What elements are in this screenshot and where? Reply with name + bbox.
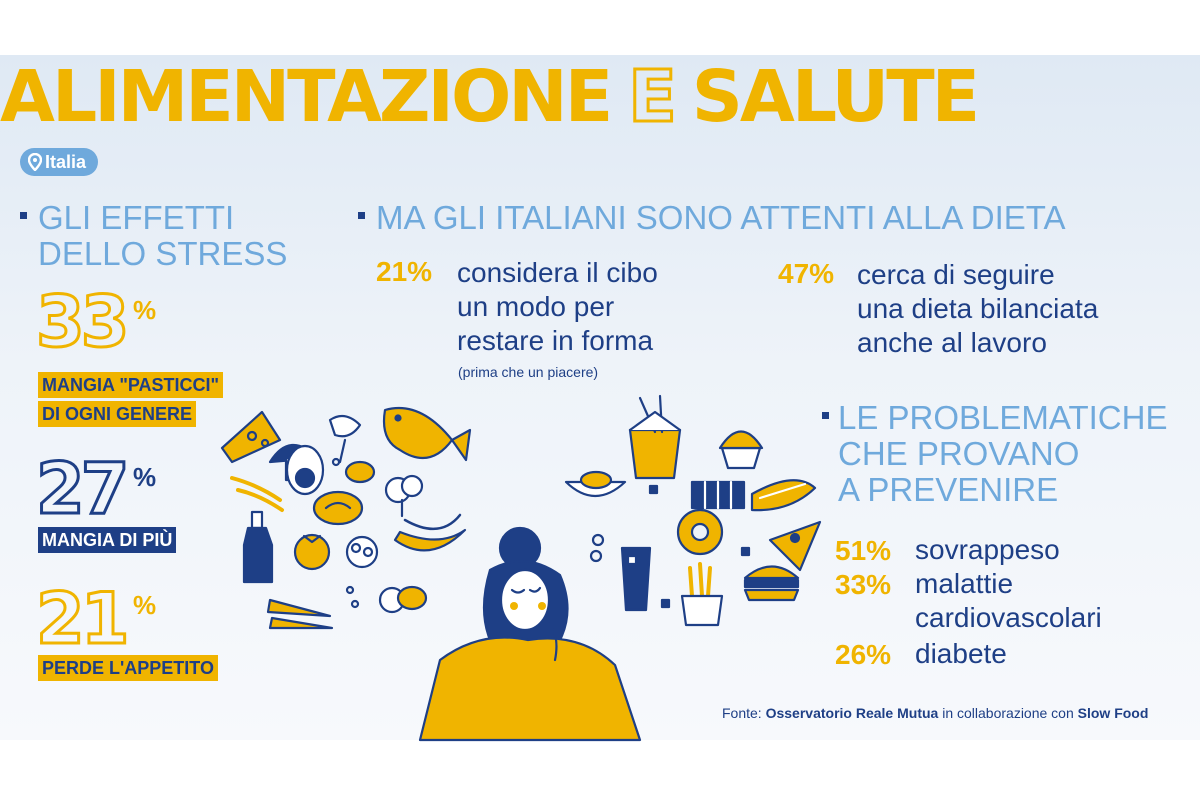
burger-icon — [743, 565, 800, 602]
carrot-icon — [266, 598, 334, 630]
stress-value-2: 27 — [34, 448, 130, 530]
source-note: Fonte: Osservatorio Reale Mutua in colla… — [722, 705, 1148, 721]
main-title: ALIMENTAZIONE E SALUTE — [0, 55, 1200, 138]
prevention-heading-line3: A PREVENIRE — [838, 471, 1059, 508]
cauliflower-icon — [345, 535, 379, 569]
stress-heading: GLI EFFETTI DELLO STRESS — [38, 200, 287, 272]
bullet-square-icon — [822, 412, 829, 419]
fries-icon — [680, 562, 724, 627]
source-org-2: Slow Food — [1077, 705, 1149, 721]
prevention-text-3: diabete — [915, 638, 1007, 669]
diet-text-1-line3: restare in forma — [457, 325, 654, 356]
diet-note-1: (prima che un piacere) — [458, 364, 599, 380]
cheese-icon — [220, 410, 282, 464]
stress-label-3: PERDE L'APPETITO — [38, 655, 218, 681]
pizza-slice-icon — [768, 520, 822, 572]
donut-icon — [676, 508, 724, 556]
stress-value-1: 33 — [34, 281, 130, 363]
source-middle: in collaborazione con — [938, 705, 1078, 721]
prevention-text-2: malattie cardiovascolari — [915, 567, 1102, 635]
cupcake-icon — [718, 430, 764, 470]
location-label: Italia — [45, 151, 87, 172]
broccoli-icon — [384, 474, 424, 518]
chips-bowl-icon — [564, 470, 627, 497]
banana-icon — [393, 513, 467, 552]
oil-bottle-icon — [242, 510, 274, 584]
prevention-pct-1: 51% — [835, 535, 892, 566]
stress-unit-2: % — [133, 462, 157, 492]
soda-glass-icon — [620, 546, 652, 612]
diet-heading: MA GLI ITALIANI SONO ATTENTI ALLA DIETA — [376, 199, 1066, 236]
diet-text-1: considera il cibo un modo per restare in… — [457, 256, 658, 358]
herb-icon — [328, 414, 362, 464]
stress-heading-line1: GLI EFFETTI — [38, 199, 235, 236]
prevention-heading-line2: CHE PROVANO — [838, 435, 1080, 472]
hot-dog-icon — [750, 479, 817, 512]
diet-text-2-line1: cerca di seguire — [857, 259, 1055, 290]
prevention-heading-line1: LE PROBLEMATICHE — [838, 399, 1168, 436]
tomato-icon — [293, 533, 331, 571]
stress-label-1a: MANGIA "PASTICCI" — [38, 372, 224, 398]
stress-label-1b: DI OGNI GENERE — [38, 401, 197, 427]
diet-pct-1: 21% — [376, 256, 433, 287]
diet-text-2-line3: anche al lavoro — [857, 327, 1047, 358]
stress-heading-line2: DELLO STRESS — [38, 235, 288, 272]
stress-value-3: 21 — [34, 578, 130, 660]
title-salute: SALUTE — [691, 55, 980, 138]
prevention-text-1: sovrappeso — [915, 534, 1060, 565]
lemon-icon — [378, 585, 428, 614]
prevention-text-2-line1: malattie — [915, 568, 1014, 599]
footer-strip — [0, 740, 1200, 800]
woman-illustration — [418, 526, 642, 742]
source-org-1: Osservatorio Reale Mutua — [765, 705, 939, 721]
avocado-icon — [285, 444, 325, 496]
wheat-icon — [230, 476, 284, 512]
source-prefix: Fonte: — [722, 705, 766, 721]
prevention-text-2-line2: cardiovascolari — [915, 602, 1102, 633]
title-e: E — [627, 55, 678, 138]
stress-label-2: MANGIA DI PIÙ — [38, 527, 177, 553]
diet-text-2-line2: una dieta bilanciata — [857, 293, 1099, 324]
diet-pct-2: 47% — [778, 258, 835, 289]
diet-text-1-line2: un modo per — [457, 291, 615, 322]
bullet-square-icon — [20, 212, 27, 219]
salmon-steak-icon — [312, 490, 364, 526]
title-alimentazione: ALIMENTAZIONE — [0, 55, 613, 138]
prevention-heading: LE PROBLEMATICHE CHE PROVANO A PREVENIRE — [838, 400, 1167, 508]
noodle-box-icon — [628, 394, 682, 480]
stress-unit-3: % — [133, 590, 157, 620]
bullet-square-icon — [358, 212, 365, 219]
stress-unit-1: % — [133, 295, 157, 325]
location-pin-icon — [28, 153, 42, 171]
diet-text-1-line1: considera il cibo — [457, 257, 658, 288]
prevention-pct-2: 33% — [835, 569, 892, 600]
prevention-pct-3: 26% — [835, 639, 892, 670]
location-badge: Italia — [20, 148, 99, 176]
fish-icon — [382, 406, 472, 462]
chocolate-bar-icon — [690, 480, 746, 510]
diet-text-2: cerca di seguire una dieta bilanciata an… — [857, 258, 1098, 360]
